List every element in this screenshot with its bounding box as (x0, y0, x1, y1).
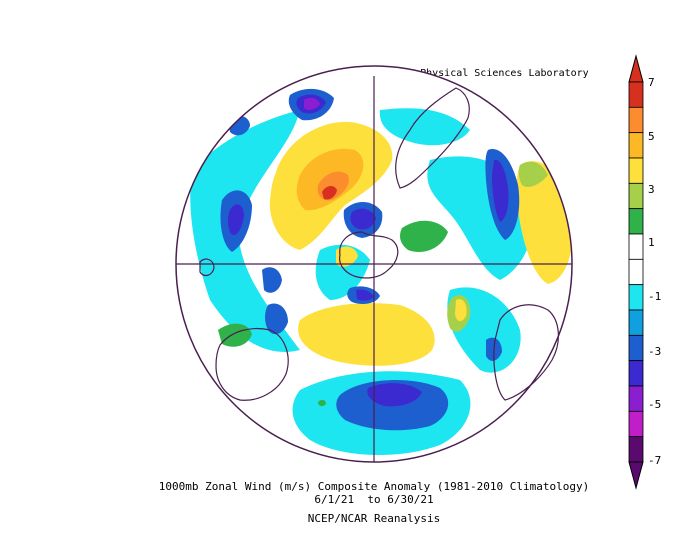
anomaly-region-violet-east (492, 159, 509, 222)
caption-title: 1000mb Zonal Wind (m/s) Composite Anomal… (159, 480, 589, 493)
anomaly-region-blue-west-lower (262, 267, 282, 293)
colorbar-swatch (628, 309, 644, 336)
coastline-new-zealand (199, 258, 215, 277)
colorbar: 7 5 3 1 -1 -3 -5 -7 (628, 54, 661, 490)
colorbar-labels: 7 5 3 1 -1 -3 -5 -7 (648, 76, 661, 467)
colorbar-swatch (628, 258, 644, 286)
coastline-africa (493, 304, 559, 401)
anomaly-region-cyan-north (379, 108, 470, 146)
colorbar-label: 1 (648, 236, 655, 249)
anomaly-region-green-south (318, 399, 326, 407)
coastline-south-america (395, 87, 470, 189)
caption: 1000mb Zonal Wind (m/s) Composite Anomal… (159, 480, 589, 525)
colorbar-label: 7 (648, 76, 655, 89)
colorbar-top-arrow (628, 54, 644, 83)
colorbar-label: -5 (648, 398, 661, 411)
colorbar-swatch (628, 233, 644, 260)
anomaly-region-yellow-south (298, 303, 435, 366)
colorbar-label: -3 (648, 345, 661, 358)
colorbar-label: 5 (648, 130, 655, 143)
anomaly-region-blue-southwest (265, 303, 288, 335)
colorbar-swatch (628, 157, 644, 184)
coastline-antarctica (339, 231, 399, 279)
anomaly-region-magenta-northwest (304, 97, 320, 111)
colorbar-swatch (628, 334, 644, 362)
colorbar-swatch (628, 208, 644, 235)
caption-source: NCEP/NCAR Reanalysis (308, 512, 440, 525)
colorbar-swatch (628, 385, 644, 412)
anomaly-region-violet-center-south (356, 289, 374, 301)
anomaly-region-green-center (400, 220, 448, 252)
colorbar-label: -7 (648, 454, 661, 467)
colorbar-bottom-arrow (628, 461, 644, 490)
polar-map (175, 65, 573, 463)
coastline-australia (215, 327, 289, 401)
credit-label: NOAA Physical Sciences Laboratory (390, 68, 589, 79)
colorbar-swatch (628, 284, 644, 311)
anomaly-region-green-east (518, 161, 548, 187)
colorbar-swatch (628, 106, 644, 134)
colorbar-swatch (628, 81, 644, 108)
anomaly-field (190, 88, 572, 456)
anomaly-region-green-west (218, 323, 252, 347)
colorbar-swatch (628, 182, 644, 210)
caption-date-range: 6/1/21 to 6/30/21 (314, 493, 433, 506)
colorbar-swatch (628, 436, 644, 463)
anomaly-region-violet-south (367, 383, 422, 407)
coastlines (199, 87, 559, 401)
anomaly-region-yellow-center (336, 246, 358, 267)
anomaly-region-cyan-west (190, 110, 300, 352)
anomaly-region-yellow-east-small (455, 299, 467, 322)
colorbar-label: 3 (648, 183, 655, 196)
anomaly-region-violet-center (350, 208, 376, 230)
colorbar-swatch (628, 360, 644, 387)
colorbar-swatch (628, 132, 644, 159)
colorbar-segments (628, 54, 644, 490)
map-frame (175, 65, 573, 463)
colorbar-swatch (628, 410, 644, 438)
anomaly-region-violet-west (227, 204, 244, 236)
colorbar-label: -1 (648, 290, 661, 303)
anomaly-region-red-northwest (322, 186, 337, 200)
